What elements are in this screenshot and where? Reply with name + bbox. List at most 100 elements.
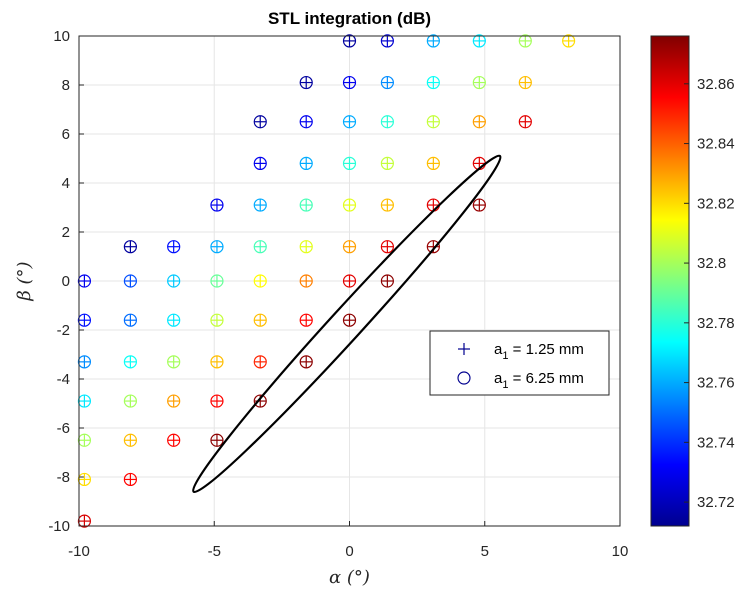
data-point (77, 355, 92, 369)
data-point (380, 115, 394, 129)
data-point (342, 34, 357, 48)
y-tick-label: 6 (62, 126, 70, 143)
colorbar-tick-label: 32.72 (697, 494, 735, 511)
legend-box: a1 = 1.25 mm a1 = 6.25 mm (429, 330, 610, 396)
data-point (77, 472, 92, 487)
data-point (123, 355, 137, 369)
data-point (342, 156, 357, 170)
colorbar-tick-label: 32.74 (697, 434, 735, 451)
data-point (299, 198, 313, 212)
data-point (426, 198, 440, 212)
y-tick-label: 8 (62, 77, 70, 94)
data-point (123, 274, 137, 288)
x-axis-label: α (°) (329, 567, 370, 588)
data-point (77, 514, 92, 528)
data-point (210, 274, 224, 288)
colorbar-tick-label: 32.76 (697, 375, 735, 392)
data-point (299, 274, 313, 288)
data-point (167, 240, 181, 254)
data-point (167, 355, 181, 369)
data-point (77, 394, 92, 408)
legend-plus-marker (458, 343, 470, 355)
data-point (253, 115, 267, 129)
data-points (77, 34, 576, 528)
legend-entry-2: a1 = 6.25 mm (494, 370, 584, 391)
colorbar (650, 35, 690, 527)
x-tick-label: -5 (208, 543, 221, 560)
data-point (77, 274, 92, 288)
y-tick-label: 2 (62, 224, 70, 241)
x-axis-ticks: -10 -5 0 5 10 (68, 521, 628, 560)
data-point (342, 75, 357, 90)
data-point (472, 115, 486, 129)
data-point (253, 156, 267, 170)
data-point (77, 433, 92, 447)
data-point (167, 394, 181, 408)
legend-circle-marker (457, 371, 471, 385)
data-point (253, 198, 267, 212)
y-tick-label: -2 (57, 322, 70, 339)
data-point (123, 313, 137, 327)
legend-entry-1: a1 = 1.25 mm (494, 341, 584, 362)
x-tick-label: 10 (612, 543, 629, 560)
data-point (380, 240, 394, 254)
data-point (210, 355, 224, 369)
data-point (253, 274, 267, 288)
y-tick-label: 4 (62, 175, 70, 192)
data-point (518, 34, 532, 48)
chart-title: STL integration (dB) (268, 9, 431, 28)
data-point (253, 355, 267, 369)
data-point (426, 34, 440, 48)
x-tick-label: 5 (481, 543, 489, 560)
data-point (299, 240, 313, 254)
data-point (210, 313, 224, 327)
colorbar-tick-label: 32.86 (697, 76, 735, 93)
data-point (123, 240, 137, 254)
data-point (210, 433, 224, 447)
data-point (342, 240, 357, 254)
colorbar-tick-label: 32.82 (697, 195, 735, 212)
data-point (342, 198, 357, 212)
data-point (518, 115, 532, 129)
y-tick-label: 10 (53, 28, 70, 45)
data-point (210, 394, 224, 408)
data-point (342, 313, 357, 327)
data-point (299, 156, 313, 170)
colorbar-ticks: 32.86 32.84 32.82 32.8 32.78 32.76 32.74 32.72 (684, 76, 735, 511)
colorbar-tick-label: 32.84 (697, 136, 735, 153)
data-point (380, 198, 394, 212)
x-tick-label: 0 (345, 543, 353, 560)
data-point (299, 355, 313, 369)
data-point (342, 115, 357, 129)
data-point (426, 156, 440, 170)
data-point (472, 75, 486, 90)
data-point (77, 313, 92, 327)
y-tick-label: -10 (48, 518, 70, 535)
data-point (123, 394, 137, 408)
data-point (210, 240, 224, 254)
data-point (167, 313, 181, 327)
y-tick-label: 0 (62, 273, 70, 290)
y-tick-label: -4 (57, 371, 70, 388)
data-point (167, 433, 181, 447)
data-point (472, 198, 486, 212)
x-tick-label: -10 (68, 543, 90, 560)
highlight-ellipse (192, 154, 502, 494)
data-point (253, 313, 267, 327)
data-point (380, 274, 394, 288)
data-point (380, 75, 394, 90)
data-point (518, 75, 532, 90)
data-point (472, 34, 486, 48)
data-point (342, 274, 357, 288)
data-point (123, 433, 137, 447)
data-point (299, 313, 313, 327)
data-point (380, 156, 394, 170)
colorbar-tick-label: 32.78 (697, 315, 735, 332)
data-point (167, 274, 181, 288)
data-point (123, 472, 137, 487)
y-tick-label: -6 (57, 420, 70, 437)
data-point (562, 34, 576, 48)
data-point (299, 115, 313, 129)
y-axis-label: β (°) (14, 261, 35, 301)
